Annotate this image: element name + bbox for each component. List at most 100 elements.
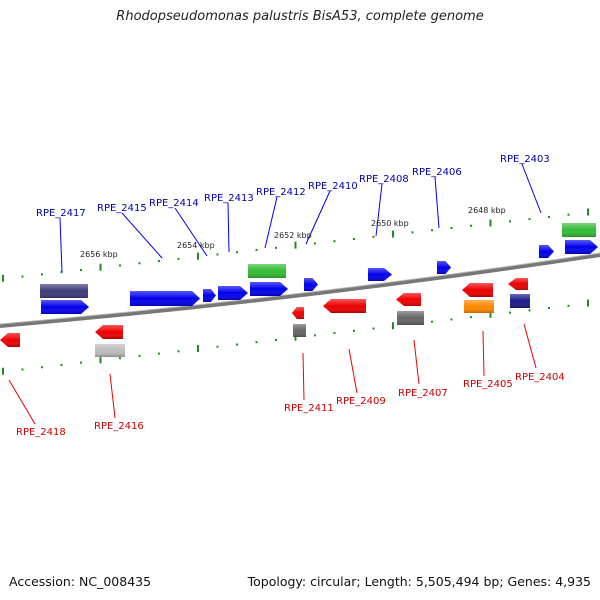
scale-label: 2650 kbp [371, 219, 409, 228]
scale-tick [41, 366, 43, 369]
scale-tick [470, 316, 472, 319]
scale-tick [236, 251, 238, 254]
scale-tick [528, 218, 531, 221]
scale-tick [99, 356, 102, 364]
leader-line [348, 348, 358, 394]
scale-tick [392, 230, 394, 238]
gene-label[interactable]: RPE_2409 [336, 396, 386, 407]
scale-label: 2656 kbp [80, 250, 118, 259]
gene-label[interactable]: RPE_2407 [398, 388, 448, 399]
scale-tick [587, 299, 589, 307]
leader-line [413, 339, 420, 385]
gene-label[interactable]: RPE_2418 [16, 427, 66, 438]
scale-label: 2648 kbp [468, 206, 506, 215]
scale-tick [255, 249, 258, 252]
scale-tick [372, 235, 375, 238]
genome-summary: Topology: circular; Length: 5,505,494 bp… [247, 574, 591, 589]
leader-line [121, 212, 163, 259]
scale-tick [431, 320, 433, 323]
gene-label[interactable]: RPE_2413 [204, 193, 254, 204]
gene-label[interactable]: RPE_2404 [515, 372, 565, 383]
leader-line [305, 190, 331, 245]
scale-tick [119, 357, 121, 360]
scale-tick [450, 318, 453, 321]
leader-line [59, 217, 63, 273]
gene-label[interactable]: RPE_2411 [284, 403, 334, 414]
leader-line [8, 379, 36, 425]
scale-tick [353, 329, 355, 332]
scale-ticks [2, 208, 589, 375]
scale-tick [216, 253, 219, 256]
scale-tick [509, 220, 511, 223]
leader-line [174, 207, 208, 257]
scale-tick [294, 241, 297, 249]
leader-line [523, 323, 537, 369]
scale-tick [489, 310, 492, 318]
scale-tick [548, 215, 550, 218]
gene-label[interactable]: RPE_2412 [256, 187, 306, 198]
scale-tick [60, 363, 63, 366]
leader-line [109, 373, 116, 419]
scale-tick [567, 213, 570, 216]
scale-tick [119, 264, 121, 267]
scale-tick [177, 350, 180, 353]
gene-label[interactable]: RPE_2416 [94, 421, 144, 432]
scale-tick [197, 345, 199, 353]
scale-tick [80, 268, 82, 271]
scale-tick [255, 341, 258, 344]
scale-tick [450, 226, 453, 229]
scale-tick [2, 274, 4, 282]
gene-label[interactable]: RPE_2408 [359, 174, 409, 185]
scale-tick [99, 263, 102, 271]
scale-tick [333, 332, 336, 335]
leader-line [434, 176, 440, 229]
scale-tick [138, 262, 141, 265]
scale-tick [470, 224, 472, 227]
scale-tick [431, 229, 433, 232]
leader-line [375, 183, 383, 237]
scale-tick [158, 352, 160, 355]
scale-tick [21, 275, 24, 278]
leader-line [482, 330, 485, 377]
scale-label: 2654 kbp [177, 241, 215, 250]
scale-tick [294, 333, 297, 341]
genome-title: Rhodopseudomonas palustris BisA53, compl… [116, 9, 484, 24]
gene-label[interactable]: RPE_2406 [412, 167, 462, 178]
scale-label: 2652 kbp [274, 231, 312, 240]
scale-tick [197, 252, 199, 260]
scale-tick [2, 367, 4, 375]
leader-line [521, 163, 542, 214]
scale-tick [41, 273, 43, 276]
leader-line [264, 196, 278, 249]
gene-label[interactable]: RPE_2410 [308, 181, 358, 192]
scale-tick [392, 322, 394, 330]
scale-tick [60, 271, 63, 274]
label-leaders [8, 163, 542, 425]
scale-tick [411, 231, 414, 234]
gene-label[interactable]: RPE_2417 [36, 208, 86, 219]
scale-tick [21, 368, 24, 371]
leader-line [302, 352, 305, 401]
scale-tick [314, 334, 316, 337]
scale-tick [236, 343, 238, 346]
leader-line [227, 202, 230, 253]
scale-tick [489, 219, 492, 227]
accession-text: Accession: NC_008435 [9, 574, 152, 589]
scale-tick [275, 246, 277, 249]
gene-label[interactable]: RPE_2403 [500, 154, 550, 165]
scale-tick [353, 237, 355, 240]
scale-tick [177, 257, 180, 260]
scale-tick [158, 260, 160, 263]
scale-tick [548, 307, 550, 310]
gene-label[interactable]: RPE_2414 [149, 198, 199, 209]
gene-label[interactable]: RPE_2415 [97, 203, 147, 214]
scale-tick [138, 354, 141, 357]
scale-tick [567, 304, 570, 307]
scale-tick [275, 338, 277, 341]
gene-label[interactable]: RPE_2405 [463, 379, 513, 390]
scale-tick [528, 309, 531, 312]
genome-backbone [0, 253, 600, 328]
scale-tick [216, 345, 219, 348]
